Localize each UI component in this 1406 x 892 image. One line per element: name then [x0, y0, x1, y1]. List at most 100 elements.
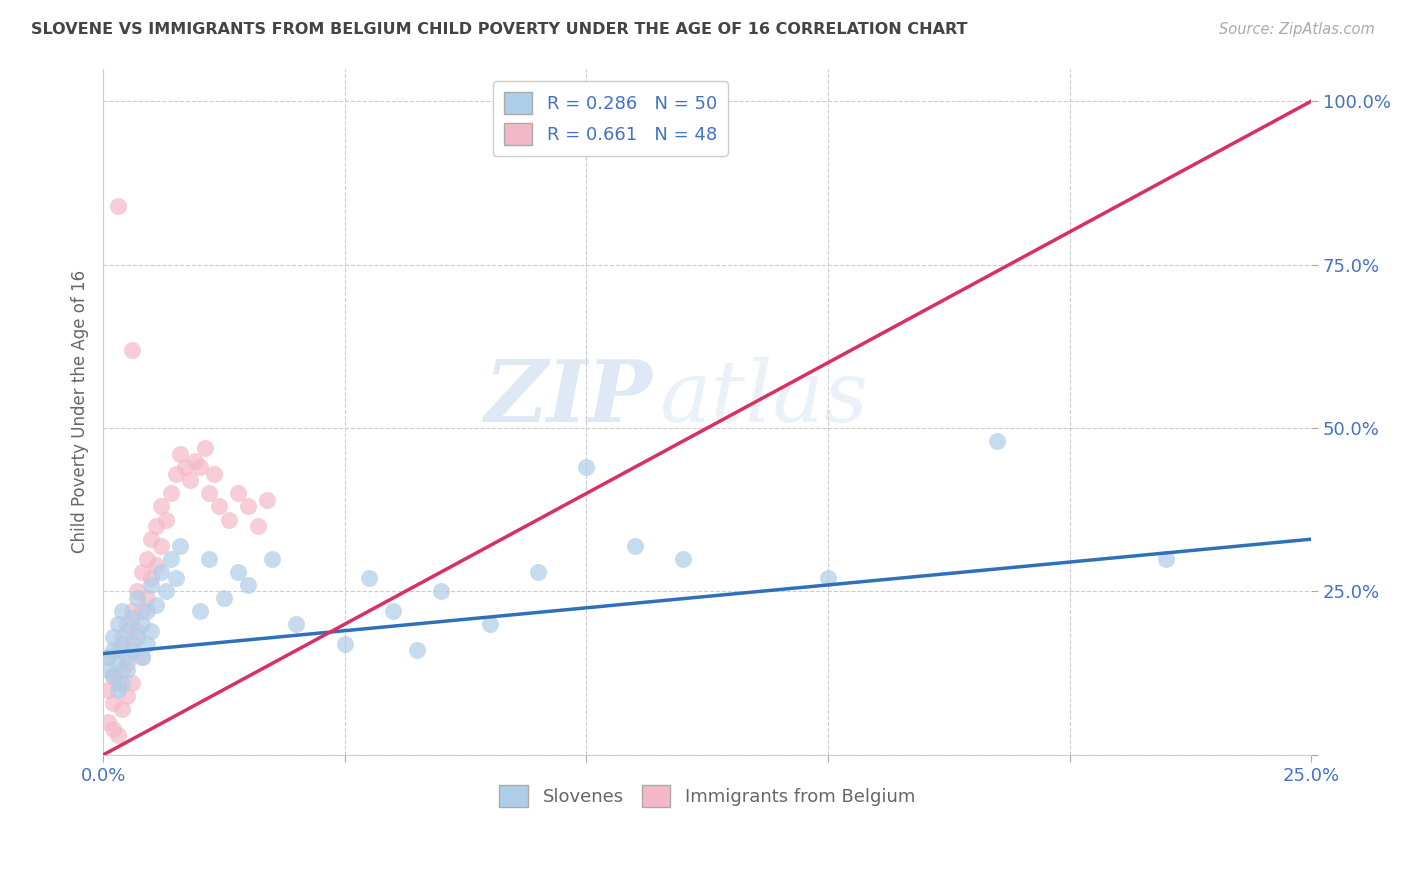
Point — [155, 512, 177, 526]
Point — [198, 551, 221, 566]
Point — [101, 669, 124, 683]
Point — [97, 682, 120, 697]
Point — [623, 539, 645, 553]
Point — [101, 643, 124, 657]
Point — [111, 676, 134, 690]
Text: atlas: atlas — [659, 357, 868, 440]
Point — [97, 649, 120, 664]
Point — [159, 486, 181, 500]
Point — [131, 617, 153, 632]
Point — [101, 669, 124, 683]
Point — [184, 454, 207, 468]
Point — [121, 676, 143, 690]
Point — [97, 715, 120, 730]
Point — [672, 551, 695, 566]
Point — [285, 617, 308, 632]
Point — [1154, 551, 1177, 566]
Point — [145, 598, 167, 612]
Point — [125, 591, 148, 605]
Point — [107, 617, 129, 632]
Point — [188, 604, 211, 618]
Point — [111, 604, 134, 618]
Point — [430, 584, 453, 599]
Point — [97, 649, 120, 664]
Point — [97, 663, 120, 677]
Point — [107, 657, 129, 671]
Point — [117, 649, 139, 664]
Point — [575, 460, 598, 475]
Point — [236, 578, 259, 592]
Point — [141, 624, 163, 638]
Point — [194, 441, 217, 455]
Point — [117, 617, 139, 632]
Point — [101, 722, 124, 736]
Point — [121, 610, 143, 624]
Point — [107, 682, 129, 697]
Text: Source: ZipAtlas.com: Source: ZipAtlas.com — [1219, 22, 1375, 37]
Point — [101, 696, 124, 710]
Point — [125, 624, 148, 638]
Point — [159, 551, 181, 566]
Point — [117, 657, 139, 671]
Point — [125, 584, 148, 599]
Text: ZIP: ZIP — [485, 356, 652, 440]
Point — [179, 474, 201, 488]
Point — [256, 492, 278, 507]
Legend: Slovenes, Immigrants from Belgium: Slovenes, Immigrants from Belgium — [492, 778, 922, 814]
Point — [135, 591, 157, 605]
Point — [107, 199, 129, 213]
Point — [986, 434, 1008, 449]
Point — [135, 604, 157, 618]
Point — [478, 617, 501, 632]
Y-axis label: Child Poverty Under the Age of 16: Child Poverty Under the Age of 16 — [72, 270, 89, 553]
Point — [150, 565, 173, 579]
Point — [121, 604, 143, 618]
Point — [125, 630, 148, 644]
Point — [155, 584, 177, 599]
Point — [141, 578, 163, 592]
Point — [121, 643, 143, 657]
Point — [208, 500, 231, 514]
Point — [111, 702, 134, 716]
Point — [212, 591, 235, 605]
Point — [198, 486, 221, 500]
Point — [111, 630, 134, 644]
Point — [236, 500, 259, 514]
Point — [817, 571, 839, 585]
Point — [145, 519, 167, 533]
Point — [382, 604, 405, 618]
Point — [357, 571, 380, 585]
Point — [174, 460, 197, 475]
Point — [145, 558, 167, 573]
Point — [150, 539, 173, 553]
Point — [121, 637, 143, 651]
Point — [228, 565, 250, 579]
Point — [131, 565, 153, 579]
Point — [117, 624, 139, 638]
Point — [169, 447, 191, 461]
Point — [111, 663, 134, 677]
Point — [188, 460, 211, 475]
Point — [228, 486, 250, 500]
Point — [218, 512, 240, 526]
Point — [333, 637, 356, 651]
Point — [107, 643, 129, 657]
Point — [406, 643, 429, 657]
Point — [107, 728, 129, 742]
Point — [117, 663, 139, 677]
Point — [150, 500, 173, 514]
Point — [141, 571, 163, 585]
Point — [121, 343, 143, 357]
Point — [202, 467, 225, 481]
Point — [117, 689, 139, 703]
Point — [135, 637, 157, 651]
Text: SLOVENE VS IMMIGRANTS FROM BELGIUM CHILD POVERTY UNDER THE AGE OF 16 CORRELATION: SLOVENE VS IMMIGRANTS FROM BELGIUM CHILD… — [31, 22, 967, 37]
Point — [141, 532, 163, 546]
Point — [101, 630, 124, 644]
Point — [246, 519, 269, 533]
Point — [135, 551, 157, 566]
Point — [111, 637, 134, 651]
Point — [131, 649, 153, 664]
Point — [165, 467, 187, 481]
Point — [107, 676, 129, 690]
